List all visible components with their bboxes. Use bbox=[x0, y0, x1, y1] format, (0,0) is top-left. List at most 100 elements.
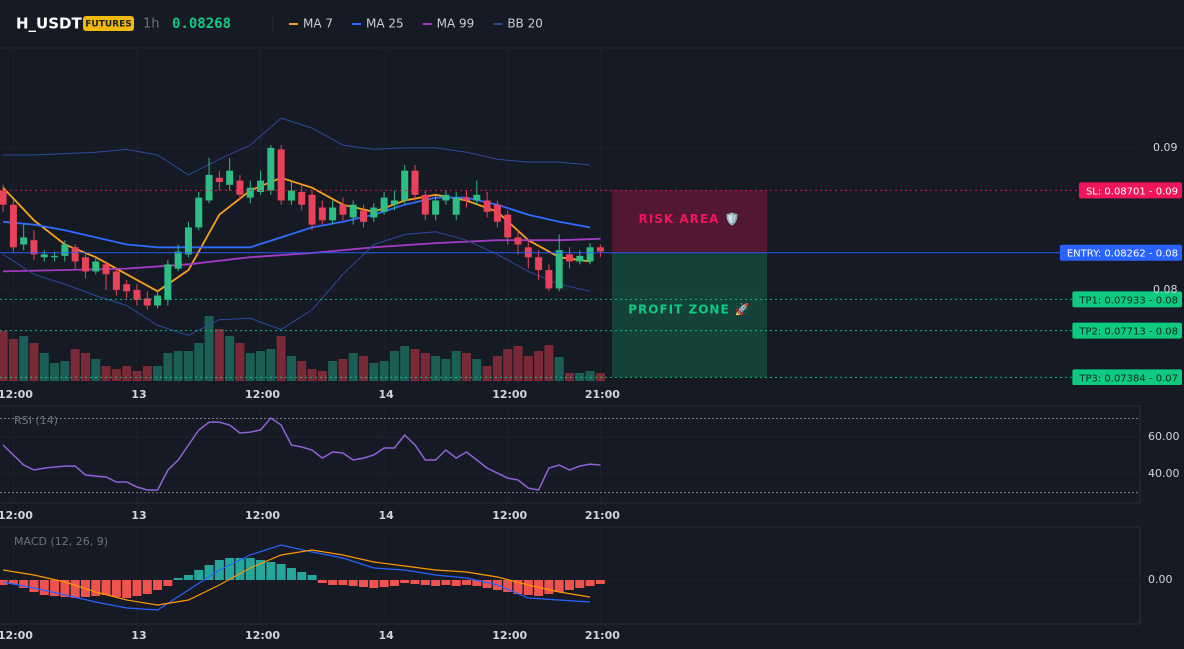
x-tick-label: 12:00 bbox=[0, 629, 33, 642]
volume-bar bbox=[503, 349, 513, 381]
macd-line bbox=[2, 544, 591, 611]
volume-bar bbox=[163, 353, 173, 381]
volume-bar bbox=[101, 366, 111, 381]
candle-body bbox=[370, 207, 378, 218]
volume-bar bbox=[523, 356, 533, 381]
histogram-bar bbox=[523, 580, 533, 595]
candle-body bbox=[565, 254, 573, 262]
volume-bar bbox=[153, 366, 163, 381]
level-label-bg bbox=[1072, 291, 1182, 308]
last-price: 0.08268 bbox=[172, 16, 231, 32]
candle-body bbox=[277, 149, 285, 201]
volume-bar bbox=[60, 361, 70, 381]
volume-bar bbox=[70, 349, 80, 381]
volume-bar bbox=[472, 359, 482, 381]
volume-bar bbox=[441, 359, 451, 381]
histogram-bar bbox=[153, 580, 163, 590]
candle-body bbox=[143, 298, 151, 306]
x-tick-label: 21:00 bbox=[585, 629, 620, 642]
histogram-bar bbox=[595, 580, 605, 584]
histogram-bar bbox=[379, 580, 389, 587]
candle-body bbox=[102, 264, 110, 275]
histogram-bar bbox=[225, 558, 235, 580]
x-tick-label: 12:00 bbox=[492, 629, 527, 642]
histogram-bar bbox=[70, 580, 80, 598]
volume-bar bbox=[80, 353, 90, 381]
histogram-bar bbox=[544, 580, 554, 594]
candle-body bbox=[576, 255, 584, 262]
histogram-bar bbox=[142, 580, 152, 594]
histogram-bar bbox=[235, 558, 245, 580]
candle-body bbox=[535, 257, 543, 271]
histogram-bar bbox=[245, 558, 255, 580]
volume-bar bbox=[420, 353, 430, 381]
histogram-bar bbox=[101, 580, 111, 595]
indicator-line bbox=[3, 117, 591, 176]
candle-body bbox=[184, 227, 192, 255]
candle-body bbox=[164, 264, 172, 300]
candle-body bbox=[504, 214, 512, 238]
level-label: ENTRY: 0.08262 - 0.08 bbox=[1067, 249, 1178, 260]
candle-body bbox=[411, 170, 419, 195]
candle-body bbox=[360, 210, 368, 222]
x-tick-label: 12:00 bbox=[0, 509, 33, 522]
candle-body bbox=[339, 204, 347, 215]
candle-body bbox=[236, 180, 244, 195]
candle-body bbox=[452, 197, 460, 215]
histogram-bar bbox=[317, 580, 327, 583]
volume-bar bbox=[256, 351, 266, 381]
panel: RISK AREA 🛡️ PROFIT ZONE 🚀 SL: 0.08701 - 0… bbox=[0, 50, 1182, 385]
panel-title: MACD (12, 26, 9) bbox=[14, 535, 108, 548]
y-tick-label: 40.00 bbox=[1148, 467, 1180, 480]
candle-body bbox=[298, 191, 306, 205]
level-label-bg bbox=[1059, 244, 1182, 261]
histogram-bar bbox=[482, 580, 492, 588]
histogram-bar bbox=[575, 580, 585, 588]
zone-label: RISK AREA 🛡️ bbox=[639, 212, 741, 226]
x-tick-label: 14 bbox=[378, 388, 394, 401]
volume-bar bbox=[19, 336, 29, 381]
volume-bar bbox=[276, 336, 286, 381]
candle-body bbox=[154, 295, 162, 306]
histogram-bar bbox=[91, 580, 101, 596]
volume-bar bbox=[492, 356, 502, 381]
legend-label: MA 25 bbox=[366, 17, 404, 31]
level-label: SL: 0.08701 - 0.09 bbox=[1086, 186, 1178, 197]
indicator-line bbox=[3, 196, 591, 249]
histogram-bar bbox=[431, 580, 441, 586]
volume-bar bbox=[328, 361, 338, 381]
volume-bar bbox=[389, 351, 399, 381]
candle-body bbox=[267, 147, 275, 191]
panel-title: RSI (14) bbox=[14, 414, 58, 427]
volume-bar bbox=[400, 346, 410, 381]
legend-label: MA 7 bbox=[303, 17, 333, 31]
volume-bar bbox=[348, 353, 358, 381]
volume-bar bbox=[111, 369, 121, 381]
candle-body bbox=[112, 271, 120, 290]
candle-body bbox=[421, 194, 429, 215]
histogram-bar bbox=[132, 580, 142, 596]
candle-body bbox=[380, 197, 388, 212]
candle-body bbox=[20, 237, 28, 245]
candle-body bbox=[9, 204, 17, 248]
volume-bar bbox=[266, 349, 276, 381]
histogram-bar bbox=[420, 580, 430, 585]
level-label: TP2: 0.07713 - 0.08 bbox=[1078, 327, 1178, 338]
histogram-bar bbox=[204, 565, 214, 580]
histogram-bar bbox=[256, 560, 266, 580]
volume-bar bbox=[91, 359, 101, 381]
histogram-bar bbox=[50, 580, 60, 596]
y-tick-label: 0.00 bbox=[1148, 573, 1173, 586]
x-tick-label: 12:00 bbox=[0, 388, 33, 401]
histogram-bar bbox=[410, 580, 420, 584]
histogram-bar bbox=[369, 580, 379, 588]
volume-bar bbox=[338, 359, 348, 381]
volume-bar bbox=[410, 349, 420, 381]
candle-body bbox=[442, 194, 450, 201]
candle-body bbox=[215, 177, 223, 183]
histogram-bar bbox=[472, 580, 482, 586]
histogram-bar bbox=[564, 580, 574, 590]
level-label: TP3: 0.07384 - 0.07 bbox=[1078, 373, 1178, 384]
candle-body bbox=[174, 251, 182, 269]
